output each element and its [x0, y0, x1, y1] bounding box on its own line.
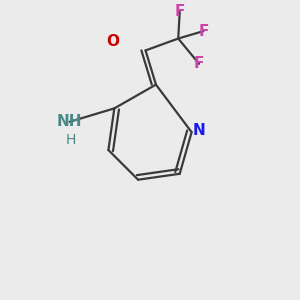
Text: O: O: [106, 34, 119, 49]
Text: H: H: [66, 133, 76, 147]
Text: NH: NH: [57, 114, 82, 129]
Text: F: F: [198, 24, 209, 39]
Text: N: N: [193, 123, 206, 138]
Text: F: F: [175, 4, 185, 19]
Text: F: F: [194, 56, 204, 71]
